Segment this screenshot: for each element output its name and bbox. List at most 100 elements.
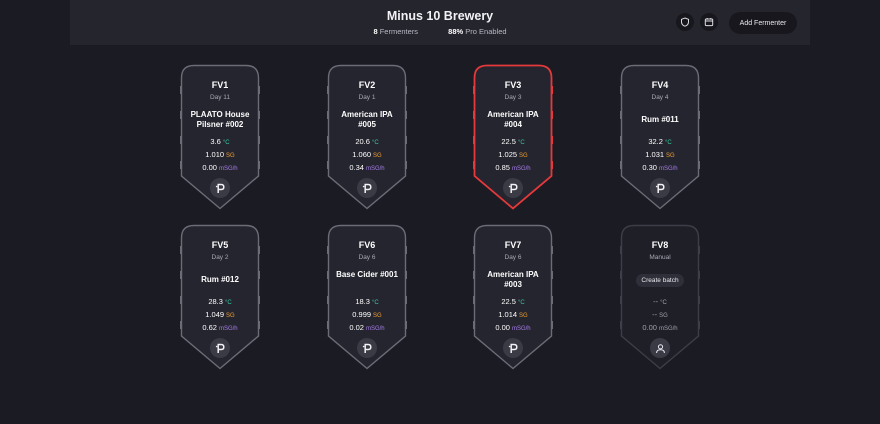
- fermenter-tank-outline: [620, 224, 700, 370]
- plaato-device-button[interactable]: [210, 178, 230, 198]
- gravity-value: 1.031: [645, 150, 665, 159]
- gravity-rate-value: 0.85: [495, 163, 510, 172]
- fermenter-card-fv6[interactable]: FV6 Day 6 Base Cider #001 18.3 °C 0.999 SG 0.02…: [327, 224, 407, 370]
- temperature-unit: °C: [224, 300, 232, 306]
- plaato-device-button[interactable]: [503, 338, 523, 358]
- gravity-rate-unit: mSG/h: [511, 326, 531, 332]
- gravity-rate-unit: mSG/h: [365, 166, 385, 172]
- fermenter-card-fv8[interactable]: FV8 Manual Create batch -- °C -- SG 0.00 mSG/h: [620, 224, 700, 370]
- temperature-reading: 28.3 °C: [180, 297, 260, 306]
- fermenter-tank-outline: [180, 64, 260, 210]
- temperature-reading: 3.6 °C: [180, 137, 260, 146]
- fermenter-tank-outline: [473, 64, 553, 210]
- gravity-rate-unit: mSG/h: [511, 166, 531, 172]
- gravity-rate-reading: 0.85 mSG/h: [473, 163, 553, 172]
- temperature-value: 22.5: [501, 137, 516, 146]
- gravity-reading: 1.014 SG: [473, 310, 553, 319]
- temperature-reading: 22.5 °C: [473, 137, 553, 146]
- fermenter-day: Day 1: [358, 94, 376, 101]
- plaato-device-button[interactable]: [357, 178, 377, 198]
- plaato-device-button[interactable]: [210, 338, 230, 358]
- gravity-reading: 0.999 SG: [327, 310, 407, 319]
- fermenter-card-fv7[interactable]: FV7 Day 6 American IPA #003 22.5 °C 1.014 SG 0.…: [473, 224, 553, 370]
- fermenter-card-fv2[interactable]: FV2 Day 1 American IPA #005 20.6 °C 1.060 SG 0.…: [327, 64, 407, 210]
- plaato-logo-icon: [362, 183, 372, 193]
- fermenter-day: Day 3: [504, 94, 522, 101]
- fermenter-name: FV5: [211, 240, 229, 250]
- manual-user-button[interactable]: [650, 338, 670, 358]
- gravity-rate-reading: 0.02 mSG/h: [327, 323, 407, 332]
- gravity-rate-unit: mSG/h: [218, 326, 238, 332]
- gravity-reading: 1.049 SG: [180, 310, 260, 319]
- tank-body: [327, 224, 407, 370]
- temperature-unit: °C: [664, 140, 672, 146]
- gravity-rate-value: 0.02: [349, 323, 364, 332]
- gravity-value: 0.999: [352, 310, 372, 319]
- tank-body: [327, 64, 407, 210]
- temperature-value: 22.5: [501, 297, 516, 306]
- plaato-logo-icon: [508, 343, 518, 353]
- temperature-reading: 32.2 °C: [620, 137, 700, 146]
- gravity-reading: 1.025 SG: [473, 150, 553, 159]
- tank-body: [473, 224, 553, 370]
- fermenter-tank-outline: [620, 64, 700, 210]
- gravity-unit: SG: [373, 313, 382, 319]
- add-fermenter-button[interactable]: Add Fermenter: [729, 12, 797, 34]
- temperature-value: 20.6: [355, 137, 370, 146]
- beer-name: American IPA #003: [487, 270, 539, 289]
- header-bar: Minus 10 Brewery 8 Fermenters 88% Pro En…: [70, 0, 810, 45]
- gravity-unit: SG: [226, 313, 235, 319]
- gravity-rate-value: 0.62: [202, 323, 217, 332]
- gravity-value: 1.014: [498, 310, 518, 319]
- fermenter-day: Day 6: [358, 254, 376, 261]
- tank-body: [620, 224, 700, 370]
- fermenter-day: Manual: [649, 254, 671, 261]
- temperature-unit: °C: [517, 300, 525, 306]
- gravity-rate-unit: mSG/h: [658, 166, 678, 172]
- calendar-button[interactable]: [700, 13, 718, 31]
- temperature-unit: °C: [660, 300, 667, 306]
- temperature-value: --: [653, 297, 659, 306]
- fermenter-card-fv4[interactable]: FV4 Day 4 Rum #011 32.2 °C 1.031 SG 0.30 mSG/h: [620, 64, 700, 210]
- fermenter-count-stat: 8 Fermenters: [373, 27, 419, 36]
- tank-body: [473, 64, 553, 210]
- fermenter-day: Day 6: [504, 254, 522, 261]
- plaato-device-button[interactable]: [503, 178, 523, 198]
- fermenter-name: FV6: [358, 240, 376, 250]
- header-stats: 8 Fermenters 88% Pro Enabled: [70, 27, 810, 36]
- fermenter-tank-outline: [473, 224, 553, 370]
- beer-name: American IPA #005: [341, 110, 393, 129]
- beer-name: Rum #011: [641, 115, 679, 124]
- fermenter-day: Day 4: [651, 94, 669, 101]
- tank-body: [180, 224, 260, 370]
- gravity-rate-unit: mSG/h: [365, 326, 385, 332]
- pro-enabled-stat: 88% Pro Enabled: [448, 27, 507, 36]
- fermenter-name: FV7: [504, 240, 522, 250]
- gravity-rate-value: 0.00: [642, 323, 657, 332]
- gravity-unit: SG: [373, 153, 382, 159]
- temperature-reading: 18.3 °C: [327, 297, 407, 306]
- temperature-reading: 20.6 °C: [327, 137, 407, 146]
- temperature-unit: °C: [371, 300, 379, 306]
- fermenter-card-fv1[interactable]: FV1 Day 11 PLAATO House Pilsner #002 3.6 °C 1…: [180, 64, 260, 210]
- gravity-rate-value: 0.34: [349, 163, 364, 172]
- plaato-logo-icon: [508, 183, 518, 193]
- beer-name: Rum #012: [201, 275, 239, 284]
- shield-button[interactable]: [676, 13, 694, 31]
- gravity-value: --: [652, 310, 658, 319]
- temperature-value: 18.3: [355, 297, 370, 306]
- fermenter-name: FV8: [651, 240, 669, 250]
- gravity-unit: SG: [519, 313, 528, 319]
- tank-body: [180, 64, 260, 210]
- plaato-device-button[interactable]: [357, 338, 377, 358]
- plaato-device-button[interactable]: [650, 178, 670, 198]
- fermenter-card-fv5[interactable]: FV5 Day 2 Rum #012 28.3 °C 1.049 SG 0.62 mSG/h: [180, 224, 260, 370]
- fermenter-card-fv3[interactable]: FV3 Day 3 American IPA #004 22.5 °C 1.025 SG 0.…: [473, 64, 553, 210]
- beer-name: American IPA #004: [487, 110, 539, 129]
- plaato-logo-icon: [215, 343, 225, 353]
- fermenter-name: FV2: [358, 80, 376, 90]
- create-batch-button[interactable]: Create batch: [636, 274, 684, 287]
- gravity-rate-unit: mSG/h: [658, 326, 678, 332]
- gravity-rate-reading: 0.00 mSG/h: [180, 163, 260, 172]
- tank-body: [620, 64, 700, 210]
